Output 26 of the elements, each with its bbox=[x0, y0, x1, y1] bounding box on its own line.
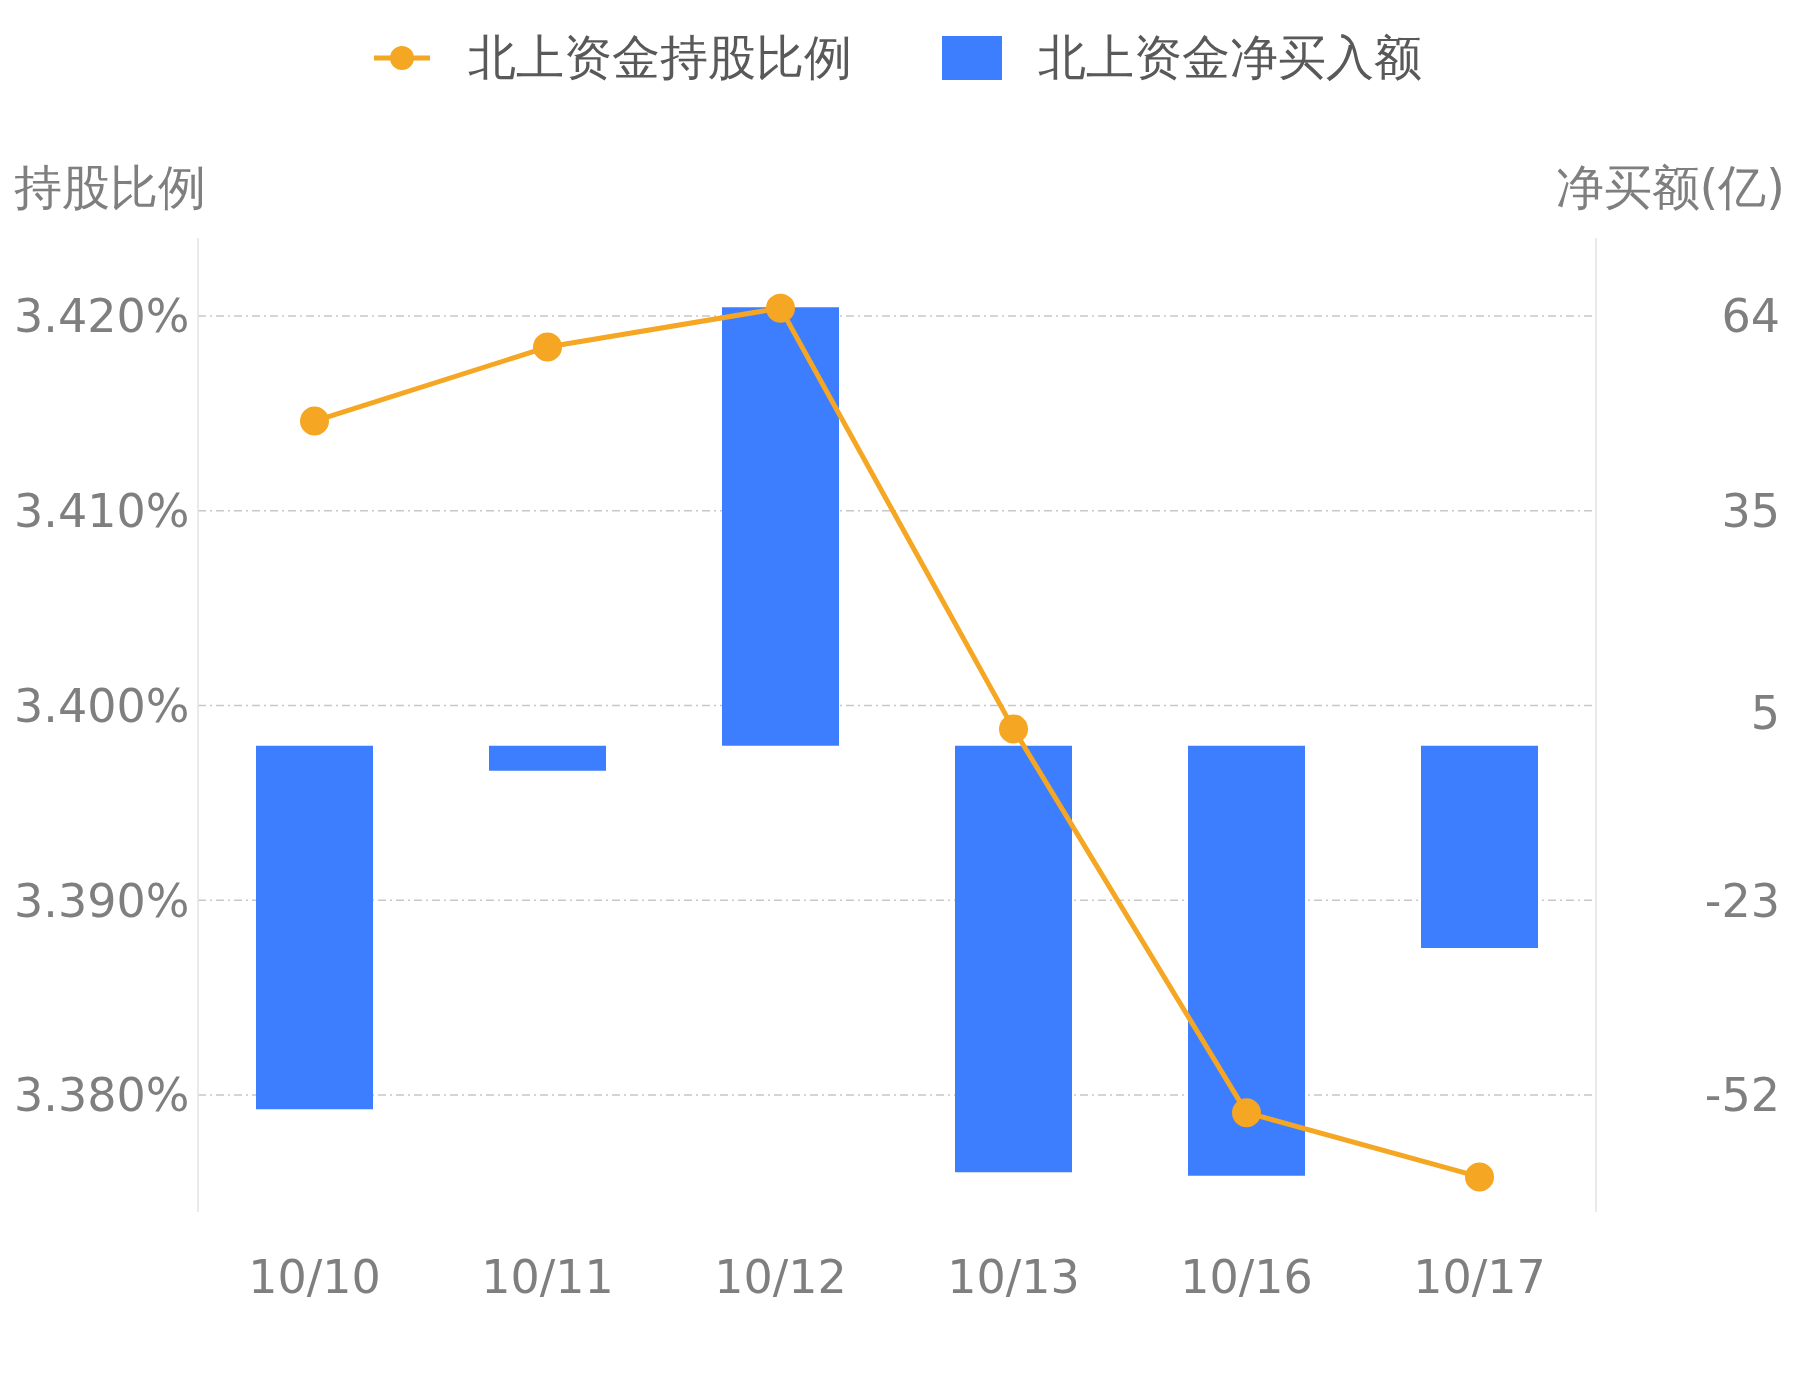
y-tick-label: 3.390% bbox=[14, 873, 190, 928]
y2-tick-label: 35 bbox=[1721, 484, 1780, 539]
legend-label: 北上资金净买入额 bbox=[1037, 28, 1422, 87]
point bbox=[766, 293, 795, 323]
point bbox=[1465, 1162, 1494, 1192]
y-tick-label: 3.410% bbox=[14, 484, 190, 539]
y2-tick-label: -23 bbox=[1704, 873, 1780, 928]
x-tick-label: 10/17 bbox=[1413, 1249, 1546, 1304]
y-tick-label: 3.380% bbox=[14, 1068, 190, 1123]
y-axis-title: 持股比例 bbox=[14, 158, 206, 217]
y2-tick-label: -52 bbox=[1704, 1068, 1780, 1123]
x-tick-label: 10/10 bbox=[248, 1249, 381, 1304]
x-tick-label: 10/11 bbox=[481, 1249, 614, 1304]
y-tick-label: 3.400% bbox=[14, 678, 190, 733]
point bbox=[1232, 1098, 1261, 1128]
point bbox=[300, 406, 329, 436]
point bbox=[999, 714, 1028, 744]
x-tick-label: 10/12 bbox=[714, 1249, 847, 1304]
legend-label: 北上资金持股比例 bbox=[467, 28, 852, 87]
x-tick-label: 10/16 bbox=[1180, 1249, 1313, 1304]
point bbox=[533, 332, 562, 362]
x-tick-label: 10/13 bbox=[947, 1249, 1080, 1304]
y2-axis-title: 净买额(亿) bbox=[1555, 158, 1785, 217]
y2-tick-label: 64 bbox=[1721, 289, 1780, 344]
y2-tick-label: 5 bbox=[1750, 685, 1780, 740]
y-tick-label: 3.420% bbox=[14, 289, 190, 344]
